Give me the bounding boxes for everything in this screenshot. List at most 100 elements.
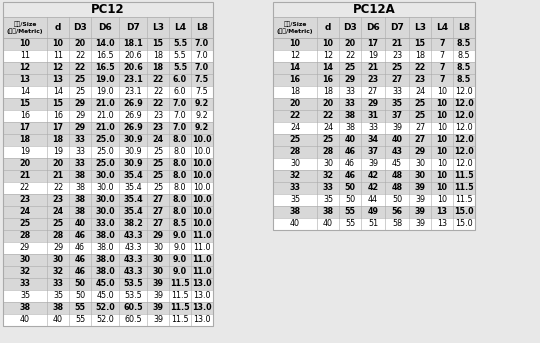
Text: PC12A: PC12A — [353, 3, 395, 16]
Text: 21.0: 21.0 — [95, 99, 115, 108]
Text: 48: 48 — [392, 184, 402, 192]
Text: 7: 7 — [439, 39, 445, 48]
Text: 13: 13 — [436, 208, 448, 216]
Text: 規格/Size
(公制/Metric): 規格/Size (公制/Metric) — [6, 22, 43, 34]
Text: 11: 11 — [20, 51, 30, 60]
Text: L4: L4 — [174, 23, 186, 32]
Text: 10: 10 — [436, 135, 448, 144]
Text: 22: 22 — [75, 63, 86, 72]
Text: 29: 29 — [75, 123, 85, 132]
Text: 39: 39 — [415, 208, 426, 216]
Text: 10: 10 — [52, 39, 64, 48]
Text: 23.1: 23.1 — [124, 87, 142, 96]
Text: 10.0: 10.0 — [193, 147, 211, 156]
Text: 38: 38 — [52, 304, 64, 312]
Text: 22: 22 — [322, 111, 334, 120]
Text: 7: 7 — [439, 75, 445, 84]
Text: 10.0: 10.0 — [192, 208, 212, 216]
Text: 16: 16 — [289, 75, 300, 84]
Text: L3: L3 — [414, 23, 426, 32]
Text: 15.0: 15.0 — [455, 220, 473, 228]
Text: 56: 56 — [392, 208, 402, 216]
Text: 9.2: 9.2 — [195, 111, 208, 120]
Text: 22: 22 — [414, 63, 426, 72]
Text: 12: 12 — [19, 63, 31, 72]
Bar — [273, 182, 475, 194]
Text: 33: 33 — [345, 99, 355, 108]
Text: 48: 48 — [392, 172, 402, 180]
Text: d: d — [325, 23, 331, 32]
Bar — [3, 266, 213, 278]
Bar — [273, 170, 475, 182]
Text: 46: 46 — [75, 232, 85, 240]
Text: 7: 7 — [439, 63, 445, 72]
Text: 18: 18 — [152, 63, 164, 72]
Text: 45.0: 45.0 — [96, 292, 114, 300]
Text: 28: 28 — [19, 232, 31, 240]
Text: 53.5: 53.5 — [123, 280, 143, 288]
Text: 29: 29 — [20, 244, 30, 252]
Text: 35: 35 — [323, 196, 333, 204]
Text: 25.0: 25.0 — [95, 135, 115, 144]
Text: 51: 51 — [368, 220, 378, 228]
Text: 10: 10 — [436, 172, 448, 180]
Text: 9.0: 9.0 — [173, 232, 187, 240]
Text: 8.5: 8.5 — [458, 51, 470, 60]
Text: 25: 25 — [153, 184, 163, 192]
Text: 13.0: 13.0 — [193, 316, 211, 324]
Bar — [3, 110, 213, 122]
Text: 52.0: 52.0 — [95, 304, 115, 312]
Text: 10: 10 — [436, 184, 448, 192]
Text: 35.4: 35.4 — [124, 184, 142, 192]
Text: 25: 25 — [19, 220, 31, 228]
Text: 11.5: 11.5 — [171, 316, 189, 324]
Text: 35.4: 35.4 — [123, 196, 143, 204]
Bar — [3, 122, 213, 134]
Text: L8: L8 — [196, 23, 208, 32]
Bar — [273, 146, 475, 158]
Text: 11.5: 11.5 — [171, 292, 189, 300]
Text: 35: 35 — [290, 196, 300, 204]
Bar — [3, 50, 213, 62]
Text: 39: 39 — [152, 304, 164, 312]
Text: 10: 10 — [436, 147, 448, 156]
Text: 16: 16 — [53, 111, 63, 120]
Text: 15: 15 — [415, 39, 426, 48]
Text: 23: 23 — [414, 75, 426, 84]
Text: 13.0: 13.0 — [193, 292, 211, 300]
Text: 37: 37 — [392, 111, 402, 120]
Text: 25: 25 — [414, 99, 426, 108]
Text: 10.0: 10.0 — [193, 184, 211, 192]
Text: 7.0: 7.0 — [173, 123, 187, 132]
Text: 10: 10 — [436, 111, 448, 120]
Text: 29: 29 — [345, 75, 355, 84]
Text: D7: D7 — [390, 23, 404, 32]
Bar — [273, 98, 475, 110]
Text: 15: 15 — [52, 99, 64, 108]
Text: 22: 22 — [75, 51, 85, 60]
Text: 40: 40 — [392, 135, 402, 144]
Text: 7: 7 — [440, 51, 444, 60]
Bar — [273, 206, 475, 218]
Text: 28: 28 — [289, 147, 301, 156]
Bar — [273, 2, 475, 17]
Text: 42: 42 — [367, 172, 379, 180]
Text: 19.0: 19.0 — [96, 87, 114, 96]
Text: 20.6: 20.6 — [123, 63, 143, 72]
Text: 22: 22 — [53, 184, 63, 192]
Text: 10.0: 10.0 — [192, 159, 212, 168]
Text: 21.0: 21.0 — [95, 123, 115, 132]
Text: D3: D3 — [343, 23, 357, 32]
Text: 38: 38 — [75, 172, 85, 180]
Text: 35: 35 — [53, 292, 63, 300]
Text: 8.5: 8.5 — [173, 220, 187, 228]
Text: 42: 42 — [367, 184, 379, 192]
Text: 46: 46 — [345, 147, 355, 156]
Text: 8.0: 8.0 — [173, 196, 187, 204]
Bar — [3, 38, 213, 50]
Text: 規格/Size
(公制/Metric): 規格/Size (公制/Metric) — [277, 22, 313, 34]
Text: 34: 34 — [368, 135, 379, 144]
Text: 25: 25 — [289, 135, 301, 144]
Text: 7.0: 7.0 — [195, 63, 209, 72]
Bar — [273, 110, 475, 122]
